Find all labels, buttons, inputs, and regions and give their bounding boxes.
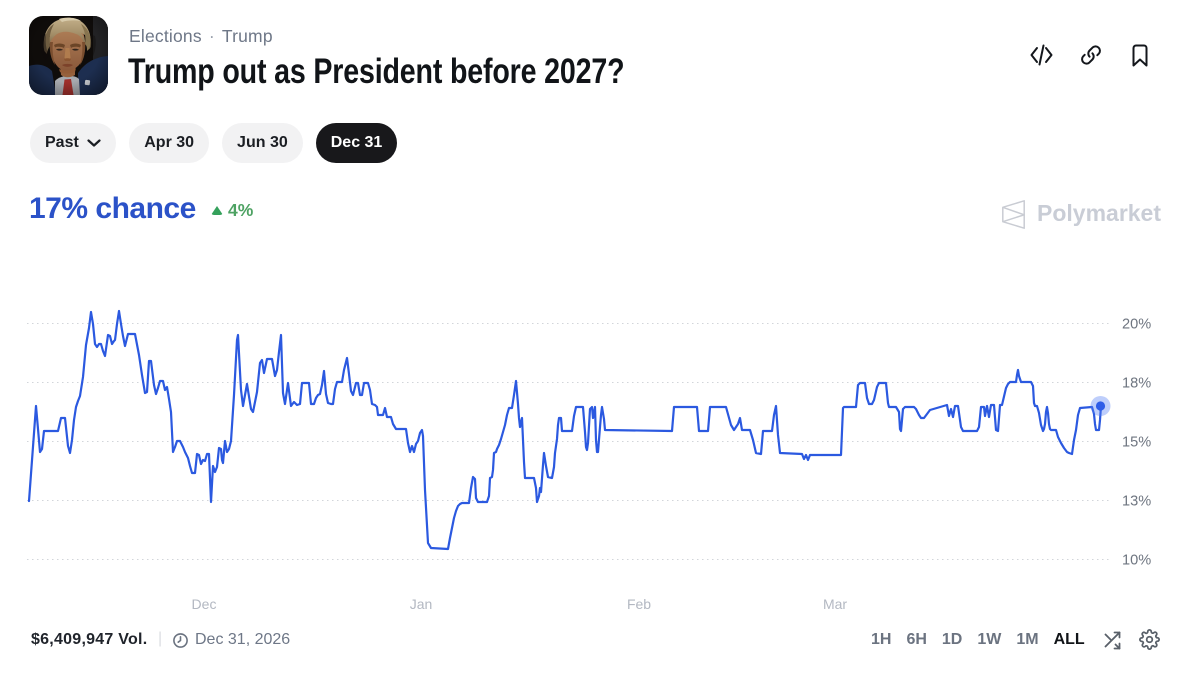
svg-text:15%: 15%: [1122, 435, 1151, 451]
svg-text:18%: 18%: [1122, 376, 1151, 392]
svg-text:Dec: Dec: [192, 596, 217, 612]
svg-text:10%: 10%: [1122, 553, 1151, 569]
svg-text:Mar: Mar: [823, 596, 847, 612]
svg-text:Jan: Jan: [410, 596, 433, 612]
svg-text:20%: 20%: [1122, 317, 1151, 333]
svg-text:Feb: Feb: [627, 596, 651, 612]
svg-text:13%: 13%: [1122, 494, 1151, 510]
